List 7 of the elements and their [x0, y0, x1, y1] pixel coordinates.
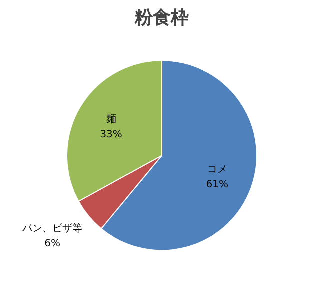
data-label: 6%	[44, 238, 61, 250]
data-label: 33%	[100, 129, 122, 140]
chart-title: 粉食枠	[134, 8, 189, 28]
slice-label: 麺	[106, 114, 116, 126]
slice-label: コメ	[207, 164, 228, 176]
slice-label: パン、ピザ等	[22, 222, 83, 235]
data-label: 61%	[206, 180, 229, 191]
